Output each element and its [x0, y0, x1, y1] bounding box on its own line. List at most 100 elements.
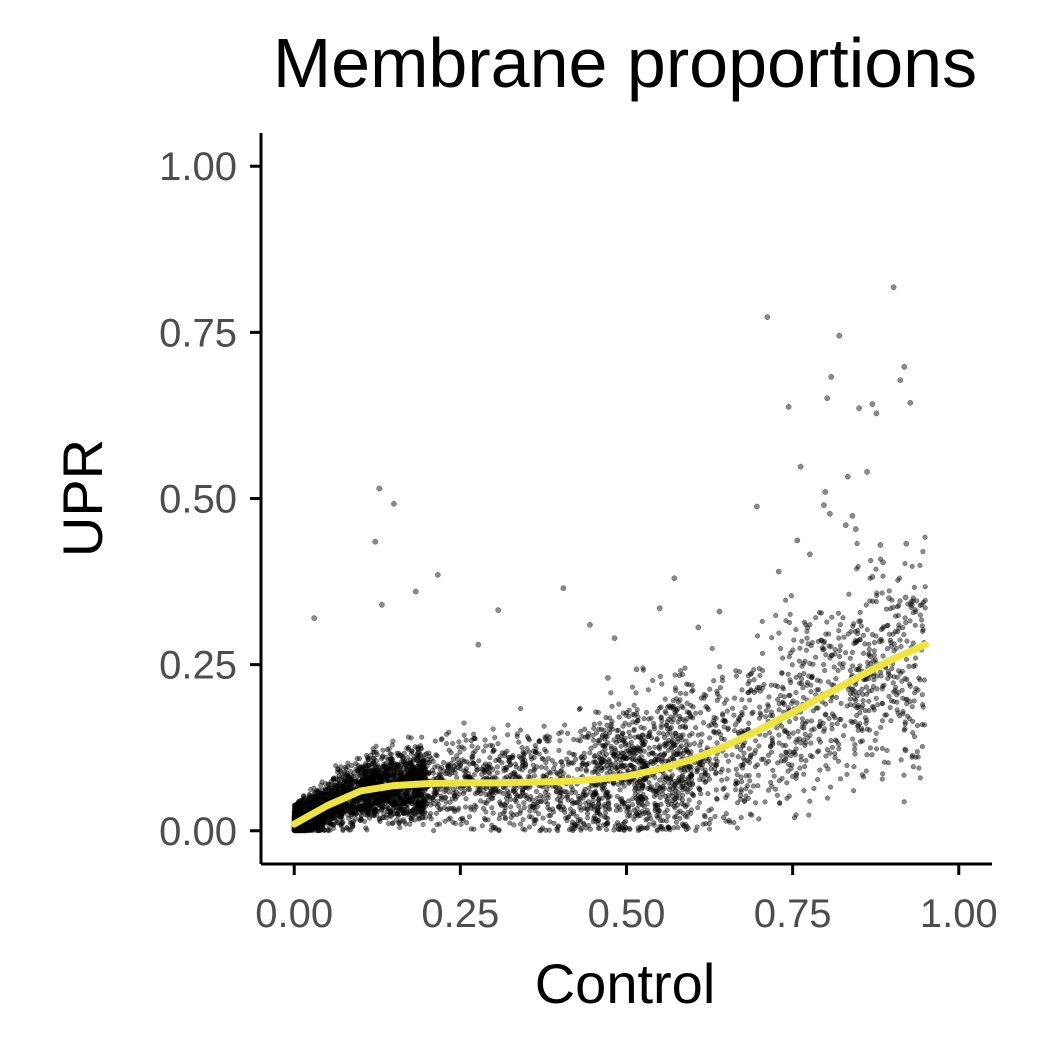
data-point — [639, 740, 645, 746]
data-point — [718, 736, 725, 742]
data-point — [546, 769, 552, 775]
data-point — [863, 602, 869, 608]
data-point — [754, 762, 761, 768]
data-point — [479, 823, 485, 829]
data-point — [855, 564, 861, 570]
data-point — [894, 674, 901, 680]
data-point — [599, 783, 605, 789]
data-point — [733, 778, 739, 784]
data-point — [408, 735, 414, 741]
data-point — [509, 771, 515, 777]
data-point — [636, 748, 642, 754]
data-point — [817, 739, 823, 745]
data-point — [558, 759, 564, 765]
data-point — [820, 720, 826, 726]
data-point — [614, 727, 620, 734]
data-point — [723, 795, 729, 801]
data-point — [768, 779, 774, 785]
data-point — [813, 654, 819, 660]
data-point — [533, 788, 540, 794]
data-point — [646, 780, 652, 786]
data-point — [849, 663, 856, 669]
data-point — [469, 743, 475, 749]
data-point — [643, 817, 649, 823]
data-point — [825, 766, 831, 772]
data-point — [566, 761, 572, 767]
data-point — [829, 726, 835, 732]
data-point — [647, 729, 653, 735]
data-point — [769, 635, 775, 641]
data-point — [768, 749, 774, 755]
data-point — [740, 762, 746, 768]
data-point — [787, 677, 793, 683]
data-point — [691, 740, 697, 747]
data-point — [527, 808, 533, 814]
data-point — [732, 695, 738, 701]
data-point — [880, 771, 886, 777]
data-point — [736, 717, 742, 723]
data-point — [646, 716, 652, 722]
data-point — [483, 809, 489, 815]
data-point — [456, 760, 462, 766]
data-point — [786, 654, 792, 660]
data-point — [901, 772, 907, 778]
data-point — [821, 646, 827, 652]
data-point — [401, 811, 407, 817]
data-point — [401, 819, 407, 825]
data-point — [686, 797, 692, 803]
data-point — [397, 752, 403, 759]
data-point — [913, 754, 919, 760]
data-point — [871, 677, 877, 683]
data-point — [747, 697, 753, 703]
data-point — [658, 714, 664, 720]
data-point — [461, 746, 467, 752]
data-point — [783, 742, 789, 749]
data-point — [549, 758, 555, 764]
data-point — [363, 804, 369, 810]
data-point — [654, 736, 660, 742]
data-point — [847, 655, 853, 661]
data-point — [660, 787, 666, 793]
data-point — [756, 816, 762, 822]
data-point — [836, 746, 842, 752]
data-point — [684, 700, 690, 706]
data-point — [497, 799, 503, 805]
data-point — [616, 714, 622, 720]
data-point — [873, 730, 879, 736]
data-point — [816, 687, 822, 693]
data-point — [861, 650, 867, 656]
data-point — [631, 816, 637, 822]
data-point — [920, 704, 926, 710]
data-point — [534, 796, 540, 802]
data-point — [672, 805, 678, 811]
data-point — [873, 599, 879, 605]
data-point — [644, 825, 650, 831]
data-point — [743, 786, 749, 792]
data-point — [705, 791, 711, 797]
data-point — [823, 753, 829, 759]
data-point — [793, 690, 799, 696]
data-point — [803, 758, 809, 764]
data-point — [817, 678, 823, 684]
data-point — [755, 772, 762, 778]
data-point — [355, 768, 361, 774]
data-point — [412, 744, 418, 750]
data-point — [604, 827, 610, 833]
data-point — [707, 686, 713, 692]
data-point — [827, 784, 834, 790]
data-point — [850, 686, 856, 692]
data-point — [577, 705, 583, 711]
data-point — [884, 747, 890, 754]
data-point — [659, 722, 665, 728]
data-point — [818, 610, 824, 616]
data-point — [458, 821, 464, 827]
data-point — [439, 764, 445, 770]
data-point — [443, 771, 449, 777]
data-point — [829, 614, 835, 620]
data-point — [778, 758, 784, 764]
data-point — [651, 723, 657, 730]
data-point — [591, 816, 597, 822]
data-point — [608, 690, 614, 696]
data-point — [891, 641, 897, 647]
data-point — [724, 708, 730, 714]
